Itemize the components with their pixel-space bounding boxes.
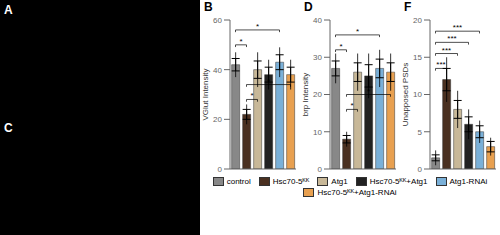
svg-text:60: 60: [213, 16, 222, 25]
svg-text:40: 40: [213, 66, 222, 75]
svg-text:0: 0: [218, 165, 223, 174]
svg-text:*: *: [356, 27, 359, 36]
html-text:D: D: [304, 0, 313, 14]
svg-text:*: *: [367, 87, 370, 96]
svg-text:*: *: [350, 101, 353, 110]
html-text:Hsc70-5ᴷᴷ+Atg1-RNAi: Hsc70-5ᴷᴷ+Atg1-RNAi: [317, 188, 397, 197]
html-text:F: F: [404, 0, 412, 14]
svg-text:*: *: [256, 22, 259, 31]
svg-text:10: 10: [313, 128, 322, 137]
svg-text:VGlut Intensity: VGlut Intensity: [201, 68, 210, 120]
html-text:Atg1-RNAi: Atg1-RNAi: [449, 177, 488, 186]
svg-text:20: 20: [313, 90, 322, 99]
html-text:C: C: [4, 120, 13, 135]
html-text:Hsc70-5ᴷᴷ: Hsc70-5ᴷᴷ: [272, 177, 310, 186]
svg-text:*: *: [339, 42, 342, 51]
svg-text:*: *: [267, 77, 270, 86]
html-text:B: B: [204, 0, 213, 14]
html-text:Hsc70-5ᴷᴷ+Atg1: Hsc70-5ᴷᴷ+Atg1: [369, 177, 428, 186]
svg-text:0: 0: [418, 165, 423, 174]
svg-text:*: *: [250, 91, 253, 100]
svg-text:***: ***: [436, 60, 445, 69]
svg-text:***: ***: [447, 34, 456, 43]
svg-text:15: 15: [413, 53, 422, 62]
svg-text:***: ***: [442, 46, 451, 55]
svg-text:Unapposed PSDs: Unapposed PSDs: [401, 63, 410, 127]
html-text:Atg1: Atg1: [331, 177, 348, 186]
svg-text:*: *: [239, 37, 242, 46]
svg-text:5: 5: [418, 128, 423, 137]
svg-text:brp Intensity: brp Intensity: [301, 73, 310, 117]
svg-text:20: 20: [213, 115, 222, 124]
svg-text:0: 0: [318, 165, 323, 174]
svg-text:10: 10: [413, 90, 422, 99]
svg-text:***: ***: [453, 23, 462, 32]
svg-text:20: 20: [413, 16, 422, 25]
svg-text:30: 30: [313, 53, 322, 62]
svg-text:40: 40: [313, 16, 322, 25]
html-text:control: control: [226, 177, 251, 186]
html-text:A: A: [4, 3, 13, 17]
